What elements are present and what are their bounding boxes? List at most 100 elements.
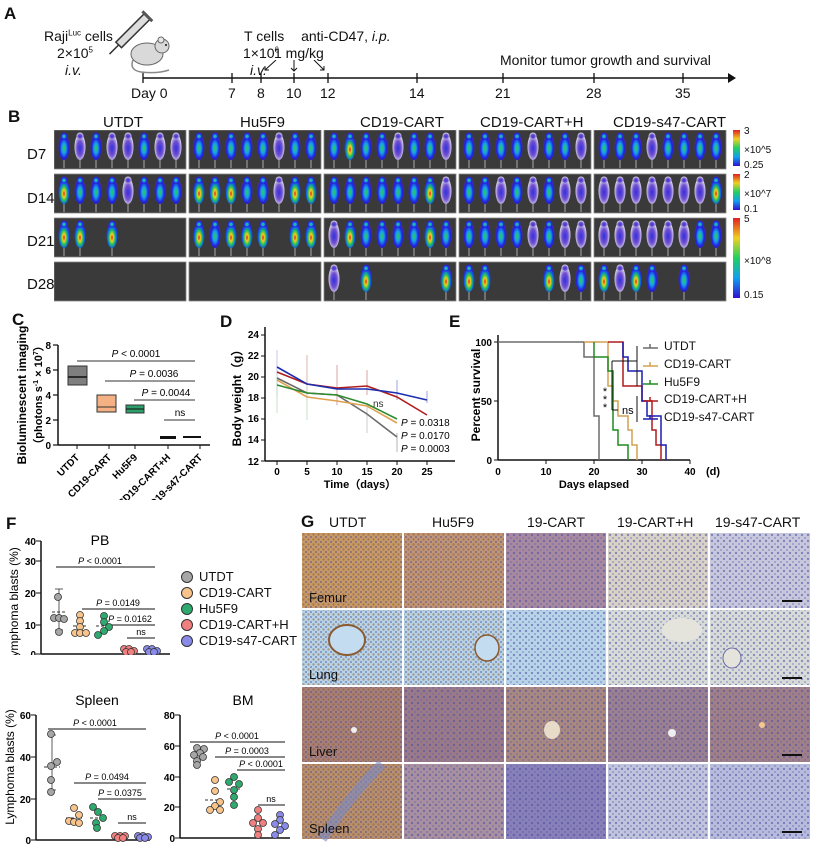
b-group-cd19s47cart: CD19-s47-CART [613, 114, 727, 131]
svg-text:0: 0 [274, 467, 280, 478]
svg-text:22: 22 [248, 351, 260, 362]
scale1-min: 0.25 [744, 160, 764, 171]
scale2-max: 2 [744, 170, 750, 181]
svg-text:18: 18 [248, 393, 260, 404]
f-legend-markers [181, 571, 193, 647]
svg-text:P < 0.0001: P < 0.0001 [239, 759, 283, 769]
svg-text:6: 6 [45, 366, 51, 377]
svg-text:20: 20 [248, 372, 260, 383]
svg-text:20: 20 [164, 803, 176, 814]
svg-text:0: 0 [169, 834, 175, 845]
svg-text:*: * [603, 402, 608, 414]
f-legend-hu5f9: Hu5F9 [199, 601, 239, 616]
svg-text:(d): (d) [706, 466, 720, 478]
panel-d-label: D [220, 312, 233, 331]
raji-dose: 2×105 [57, 45, 93, 61]
svg-text:Body weight（g）: Body weight（g） [229, 344, 244, 447]
svg-text:0: 0 [495, 467, 501, 478]
scale3-unit: ×10^8 [744, 256, 772, 267]
ihc-image-grid [302, 533, 810, 842]
tcells-label: T cells [244, 28, 285, 44]
scale1-max: 3 [744, 126, 750, 137]
svg-text:40: 40 [164, 773, 176, 784]
b-day-d21: D21 [27, 233, 55, 250]
svg-text:40: 40 [684, 467, 696, 478]
svg-text:50: 50 [481, 397, 493, 408]
svg-text:Time（days）: Time（days） [324, 478, 397, 490]
b-day-d28: D28 [27, 276, 55, 293]
b-group-cd19carth: CD19-CART+H [480, 114, 584, 131]
mouse-icon [130, 36, 170, 74]
tick-8: 8 [257, 85, 265, 101]
svg-text:ns: ns [266, 794, 276, 804]
svg-text:0: 0 [486, 456, 492, 467]
chart-f-spleen: Spleen Lymphoma blasts (%) 0 20 40 60 P < 0… [3, 692, 152, 845]
f-legend-utdt: UTDT [199, 569, 234, 584]
g-row-spleen: Spleen [309, 821, 350, 836]
g-row-femur: Femur [309, 590, 347, 605]
raji-cells-label: RajiLuc cells [44, 28, 113, 44]
tick-day0: Day 0 [131, 85, 168, 101]
svg-text:10: 10 [331, 467, 343, 478]
chart-f-bm: BM 0 20 40 60 80 P < 0.0001 P = 0.0003 P < 0.0… [164, 692, 290, 845]
svg-text:ns: ns [136, 627, 146, 637]
svg-text:P = 0.0149: P = 0.0149 [96, 598, 140, 608]
svg-text:20: 20 [391, 467, 403, 478]
panel-c-label: C [12, 310, 25, 329]
bli-color-scales [733, 130, 740, 298]
g-col-19s47cart: 19-s47-CART [715, 514, 801, 530]
svg-text:Percent survival: Percent survival [469, 349, 483, 442]
svg-text:P < 0.0001: P < 0.0001 [78, 556, 122, 566]
chart-d-body-weight: Body weight（g） 12 14 16 18 20 22 24 0 5 10 15 20 25… [229, 327, 455, 490]
svg-text:Hu5F9: Hu5F9 [111, 452, 141, 482]
svg-text:16: 16 [248, 414, 260, 425]
panel-a-label: A [4, 4, 17, 23]
f-legend-cd19s47cart: CD19-s47-CART [199, 633, 298, 648]
chart-c-box: Bioluminescent imaging （photons s-1 × 10… [15, 326, 210, 500]
b-day-d7: D7 [27, 146, 47, 163]
svg-text:10: 10 [540, 467, 552, 478]
svg-text:5: 5 [304, 467, 310, 478]
anti-cd47: T cells anti-CD47, i.p. [301, 28, 391, 44]
panel-g-label: G [301, 512, 315, 531]
monitor-label: Monitor tumor growth and survival [500, 52, 711, 68]
tick-10: 10 [286, 85, 302, 101]
svg-text:15: 15 [361, 467, 373, 478]
svg-text:60: 60 [20, 711, 32, 722]
g-row-liver: Liver [309, 744, 338, 759]
svg-text:P = 0.0003: P = 0.0003 [401, 444, 450, 455]
svg-text:PB: PB [91, 532, 110, 548]
e-legend-hu5f9: Hu5F9 [664, 375, 701, 389]
tick-35: 35 [675, 85, 691, 101]
svg-text:12: 12 [248, 457, 260, 468]
svg-text:0: 0 [45, 441, 51, 452]
svg-text:Lymphoma blasts (%): Lymphoma blasts (%) [3, 709, 17, 825]
svg-text:P = 0.0318: P = 0.0318 [401, 418, 450, 429]
g-col-utdt: UTDT [329, 514, 367, 530]
anti-cd47-dose: 1 mg/kg [274, 45, 324, 61]
g-col-19carth: 19-CART+H [617, 514, 694, 530]
svg-text:UTDT: UTDT [55, 452, 82, 479]
svg-text:0: 0 [30, 650, 36, 655]
svg-text:10: 10 [25, 621, 37, 632]
timeline [142, 60, 736, 83]
svg-text:P < 0.0001: P < 0.0001 [215, 731, 259, 741]
svg-text:P = 0.0162: P = 0.0162 [108, 614, 152, 624]
f-legend-cd19cart: CD19-CART [199, 585, 272, 600]
g-col-19cart: 19-CART [527, 514, 586, 530]
b-group-utdt: UTDT [103, 114, 143, 131]
svg-text:40: 40 [25, 537, 37, 548]
chart-e-survival: Percent survival 0 50 100 0 10 20 30 40 (d) Da… [469, 335, 720, 490]
svg-text:14: 14 [248, 435, 260, 446]
bli-image-grid [54, 130, 727, 302]
svg-text:*: * [603, 386, 608, 398]
svg-text:P = 0.0036: P = 0.0036 [130, 369, 179, 380]
svg-text:2: 2 [45, 416, 51, 427]
tick-21: 21 [495, 85, 511, 101]
svg-text:P = 0.0170: P = 0.0170 [401, 431, 450, 442]
svg-text:60: 60 [164, 742, 176, 753]
e-legend-utdt: UTDT [664, 339, 696, 353]
tick-14: 14 [409, 85, 425, 101]
scale3-max: 5 [744, 214, 750, 225]
svg-text:BM: BM [233, 692, 254, 708]
